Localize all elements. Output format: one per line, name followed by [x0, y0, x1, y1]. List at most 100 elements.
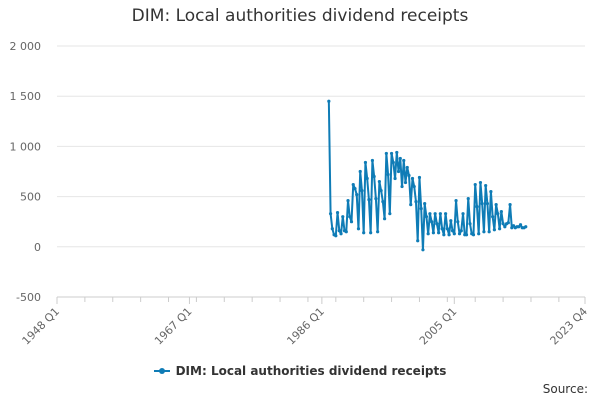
- data-point[interactable]: [334, 234, 338, 238]
- data-point[interactable]: [369, 231, 373, 235]
- data-point[interactable]: [498, 227, 502, 231]
- data-point[interactable]: [341, 215, 345, 219]
- data-point[interactable]: [464, 233, 469, 237]
- data-point[interactable]: [405, 165, 409, 170]
- data-point[interactable]: [435, 222, 439, 226]
- data-point[interactable]: [459, 229, 463, 233]
- data-point[interactable]: [518, 223, 523, 227]
- data-point[interactable]: [419, 207, 423, 211]
- data-point[interactable]: [480, 202, 484, 206]
- data-point[interactable]: [384, 151, 388, 156]
- data-point[interactable]: [496, 212, 500, 216]
- data-point[interactable]: [337, 229, 341, 233]
- data-point[interactable]: [499, 210, 503, 214]
- data-point[interactable]: [400, 184, 404, 189]
- data-point[interactable]: [386, 172, 390, 177]
- data-point[interactable]: [393, 176, 397, 181]
- data-point[interactable]: [492, 228, 496, 232]
- data-point[interactable]: [363, 160, 368, 165]
- data-point[interactable]: [508, 203, 512, 207]
- data-point[interactable]: [414, 200, 418, 204]
- data-point[interactable]: [447, 233, 451, 237]
- data-point[interactable]: [356, 227, 361, 231]
- data-point[interactable]: [440, 227, 444, 231]
- data-point[interactable]: [346, 199, 350, 203]
- data-point[interactable]: [487, 230, 491, 234]
- data-point[interactable]: [367, 198, 371, 202]
- data-point[interactable]: [396, 169, 401, 174]
- data-point[interactable]: [358, 169, 362, 174]
- data-point[interactable]: [383, 217, 387, 221]
- data-point[interactable]: [388, 212, 392, 216]
- data-point[interactable]: [402, 158, 406, 163]
- data-point[interactable]: [489, 189, 493, 194]
- data-point[interactable]: [450, 229, 455, 233]
- series-line[interactable]: [327, 101, 527, 251]
- data-point[interactable]: [349, 220, 354, 224]
- data-point[interactable]: [362, 231, 366, 235]
- data-point[interactable]: [351, 182, 355, 187]
- data-point[interactable]: [398, 156, 402, 161]
- data-point[interactable]: [503, 225, 507, 229]
- data-point[interactable]: [365, 176, 369, 181]
- data-point[interactable]: [475, 205, 479, 209]
- data-point[interactable]: [426, 232, 430, 236]
- data-point[interactable]: [376, 230, 380, 234]
- data-point[interactable]: [482, 230, 486, 234]
- data-point[interactable]: [424, 215, 429, 219]
- data-point[interactable]: [353, 186, 357, 191]
- data-point[interactable]: [445, 227, 449, 231]
- data-point[interactable]: [423, 202, 427, 206]
- data-point[interactable]: [379, 188, 383, 193]
- data-point[interactable]: [477, 232, 481, 236]
- data-point[interactable]: [438, 212, 442, 216]
- data-point[interactable]: [370, 158, 375, 163]
- data-point[interactable]: [417, 175, 422, 180]
- data-point[interactable]: [327, 99, 331, 103]
- data-point[interactable]: [344, 230, 348, 234]
- data-point[interactable]: [457, 232, 462, 236]
- data-point[interactable]: [431, 231, 435, 235]
- data-point[interactable]: [485, 202, 490, 206]
- data-point[interactable]: [410, 176, 415, 181]
- data-point[interactable]: [328, 212, 333, 216]
- data-point[interactable]: [381, 200, 385, 204]
- data-point[interactable]: [442, 233, 446, 237]
- data-point[interactable]: [430, 220, 434, 224]
- data-point[interactable]: [484, 183, 488, 188]
- data-point[interactable]: [524, 225, 528, 229]
- data-point[interactable]: [330, 227, 334, 231]
- data-point[interactable]: [377, 179, 381, 184]
- data-point[interactable]: [454, 199, 458, 203]
- data-point[interactable]: [372, 174, 376, 179]
- data-point[interactable]: [335, 211, 340, 215]
- data-point[interactable]: [452, 232, 456, 236]
- data-point[interactable]: [395, 150, 399, 155]
- data-point[interactable]: [355, 192, 359, 197]
- data-point[interactable]: [416, 239, 420, 243]
- data-point[interactable]: [478, 180, 483, 185]
- data-point[interactable]: [403, 180, 408, 185]
- data-point[interactable]: [348, 215, 352, 219]
- data-point[interactable]: [428, 212, 432, 216]
- data-point[interactable]: [443, 212, 448, 216]
- data-point[interactable]: [466, 197, 470, 201]
- data-point[interactable]: [449, 219, 453, 223]
- data-point[interactable]: [468, 222, 472, 226]
- data-point[interactable]: [407, 173, 411, 178]
- data-point[interactable]: [433, 212, 437, 216]
- data-point[interactable]: [409, 203, 413, 207]
- data-point[interactable]: [494, 203, 498, 207]
- data-point[interactable]: [473, 182, 477, 187]
- data-point[interactable]: [391, 160, 395, 165]
- data-point[interactable]: [437, 231, 441, 235]
- data-point[interactable]: [412, 184, 416, 189]
- data-point[interactable]: [339, 232, 343, 236]
- data-point[interactable]: [461, 212, 465, 216]
- data-point[interactable]: [389, 151, 394, 156]
- data-point[interactable]: [374, 197, 378, 201]
- data-point[interactable]: [506, 221, 510, 225]
- data-point[interactable]: [360, 188, 364, 193]
- data-point[interactable]: [456, 220, 460, 224]
- data-point[interactable]: [471, 233, 476, 237]
